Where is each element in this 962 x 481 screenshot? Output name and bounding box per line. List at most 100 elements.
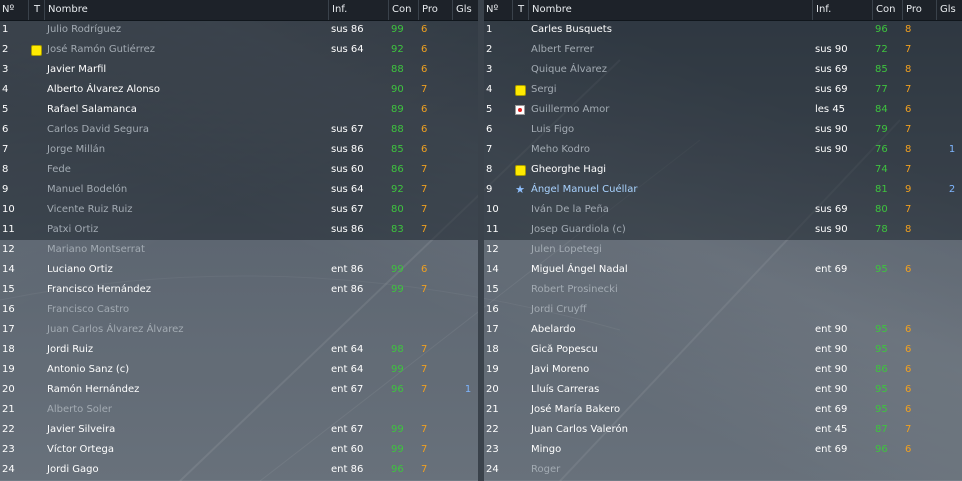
player-condition: 78 [875, 224, 888, 235]
table-row[interactable]: 9 Manuel Bodelón sus 64 92 7 [0, 180, 478, 200]
table-row[interactable]: 7 Jorge Millán sus 86 85 6 [0, 140, 478, 160]
table-row[interactable]: 21 Alberto Soler [0, 400, 478, 420]
table-row[interactable]: 16 Jordi Cruyff [484, 300, 962, 320]
player-condition: 95 [875, 344, 888, 355]
header-condition[interactable]: Con [388, 0, 422, 20]
table-row[interactable]: 17 Abelardo ent 90 95 6 [484, 320, 962, 340]
player-info [328, 240, 389, 260]
player-condition: 92 [391, 184, 404, 195]
player-info [812, 280, 873, 300]
table-row[interactable]: 6 Luis Figo sus 90 79 7 [484, 120, 962, 140]
table-row[interactable]: 22 Juan Carlos Valerón ent 45 87 7 [484, 420, 962, 440]
player-performance: 7 [905, 424, 912, 435]
player-info: ent 64 [331, 364, 364, 375]
player-info: ent 69 [815, 444, 848, 455]
table-row[interactable]: 11 Patxi Ortiz sus 86 83 7 [0, 220, 478, 240]
player-goals [452, 140, 481, 160]
player-goals [452, 60, 481, 80]
table-row[interactable]: 20 Lluís Carreras ent 90 95 6 [484, 380, 962, 400]
header-performance[interactable]: Pro [902, 0, 938, 20]
header-number[interactable]: Nº [2, 4, 15, 15]
table-row[interactable]: 3 Javier Marfil 88 6 [0, 60, 478, 80]
table-row[interactable]: 20 Ramón Hernández ent 67 96 7 1 [0, 380, 478, 400]
table-row[interactable]: 11 Josep Guardiola (c) sus 90 78 8 [484, 220, 962, 240]
header-type[interactable]: T [512, 0, 529, 20]
player-performance: 6 [421, 124, 428, 135]
table-row[interactable]: 2 José Ramón Gutiérrez sus 64 92 6 [0, 40, 478, 60]
player-performance: 6 [905, 104, 912, 115]
player-number: 15 [486, 284, 499, 295]
table-row[interactable]: 6 Carlos David Segura sus 67 88 6 [0, 120, 478, 140]
table-row[interactable]: 22 Javier Silveira ent 67 99 7 [0, 420, 478, 440]
table-row[interactable]: 4 Alberto Álvarez Alonso 90 7 [0, 80, 478, 100]
player-status [28, 380, 44, 400]
header-name[interactable]: Nombre [528, 0, 816, 20]
table-row[interactable]: 9 ★ Ángel Manuel Cuéllar 81 9 2 [484, 180, 962, 200]
table-row[interactable]: 3 Quique Álvarez sus 69 85 8 [484, 60, 962, 80]
table-row[interactable]: 24 Jordi Gago ent 86 96 7 [0, 460, 478, 480]
header-condition[interactable]: Con [872, 0, 906, 20]
table-row[interactable]: 12 Julen Lopetegi [484, 240, 962, 260]
table-row[interactable]: 5 Guillermo Amor les 45 84 6 [484, 100, 962, 120]
player-status [512, 120, 528, 140]
header-info[interactable]: Inf. [812, 0, 874, 20]
table-row[interactable]: 14 Luciano Ortiz ent 86 99 6 [0, 260, 478, 280]
header-performance[interactable]: Pro [418, 0, 454, 20]
player-performance: 7 [421, 84, 428, 95]
table-row[interactable]: 7 Meho Kodro sus 90 76 8 1 [484, 140, 962, 160]
player-performance: 7 [905, 124, 912, 135]
table-row[interactable]: 5 Rafael Salamanca 89 6 [0, 100, 478, 120]
table-row[interactable]: 10 Iván De la Peña sus 69 80 7 [484, 200, 962, 220]
table-row[interactable]: 1 Julio Rodríguez sus 86 99 6 [0, 20, 478, 40]
table-row[interactable]: 18 Jordi Ruiz ent 64 98 7 [0, 340, 478, 360]
table-row[interactable]: 2 Albert Ferrer sus 90 72 7 [484, 40, 962, 60]
player-condition: 83 [391, 224, 404, 235]
table-row[interactable]: 8 Fede sus 60 86 7 [0, 160, 478, 180]
player-performance: 7 [905, 44, 912, 55]
table-row[interactable]: 10 Vicente Ruiz Ruiz sus 67 80 7 [0, 200, 478, 220]
table-row[interactable]: 4 Sergi sus 69 77 7 [484, 80, 962, 100]
table-row[interactable]: 16 Francisco Castro [0, 300, 478, 320]
table-row[interactable]: 21 José María Bakero ent 69 95 6 [484, 400, 962, 420]
table-row[interactable]: 17 Juan Carlos Álvarez Álvarez [0, 320, 478, 340]
table-row[interactable]: 15 Robert Prosinecki [484, 280, 962, 300]
table-row[interactable]: 12 Mariano Montserrat [0, 240, 478, 260]
header-goals[interactable]: Gls [936, 0, 962, 20]
player-info: ent 69 [815, 404, 848, 415]
player-performance: 7 [421, 384, 428, 395]
header-number[interactable]: Nº [486, 4, 499, 15]
table-row[interactable]: 8 Gheorghe Hagi 74 7 [484, 160, 962, 180]
player-status [28, 20, 44, 40]
header-goals[interactable]: Gls [452, 0, 482, 20]
player-condition: 96 [875, 24, 888, 35]
player-info [328, 320, 389, 340]
table-row[interactable]: 23 Mingo ent 69 96 6 [484, 440, 962, 460]
player-name: Miguel Ángel Nadal [531, 264, 628, 275]
player-performance: 6 [905, 384, 912, 395]
player-performance: 6 [421, 264, 428, 275]
table-row[interactable]: 15 Francisco Hernández ent 86 99 7 [0, 280, 478, 300]
table-row[interactable]: 18 Gică Popescu ent 90 95 6 [484, 340, 962, 360]
player-number: 2 [2, 44, 9, 55]
player-name: Guillermo Amor [531, 104, 610, 115]
header-type[interactable]: T [28, 0, 45, 20]
table-row[interactable]: 1 Carles Busquets 96 8 [484, 20, 962, 40]
player-info: ent 90 [815, 324, 848, 335]
player-info: sus 69 [815, 204, 848, 215]
player-number: 24 [2, 464, 15, 475]
table-row[interactable]: 14 Miguel Ángel Nadal ent 69 95 6 [484, 260, 962, 280]
player-condition: 99 [391, 24, 404, 35]
player-status [28, 80, 44, 100]
player-goals: 1 [948, 144, 956, 155]
player-goals [936, 320, 962, 340]
player-goals [936, 40, 962, 60]
table-row[interactable]: 19 Javi Moreno ent 90 86 6 [484, 360, 962, 380]
table-row[interactable]: 23 Víctor Ortega ent 60 99 7 [0, 440, 478, 460]
player-condition: 95 [875, 324, 888, 335]
header-name[interactable]: Nombre [44, 0, 332, 20]
table-row[interactable]: 24 Roger [484, 460, 962, 480]
table-row[interactable]: 19 Antonio Sanz (c) ent 64 99 7 [0, 360, 478, 380]
header-info[interactable]: Inf. [328, 0, 390, 20]
player-condition: 80 [391, 204, 404, 215]
player-status [512, 60, 528, 80]
